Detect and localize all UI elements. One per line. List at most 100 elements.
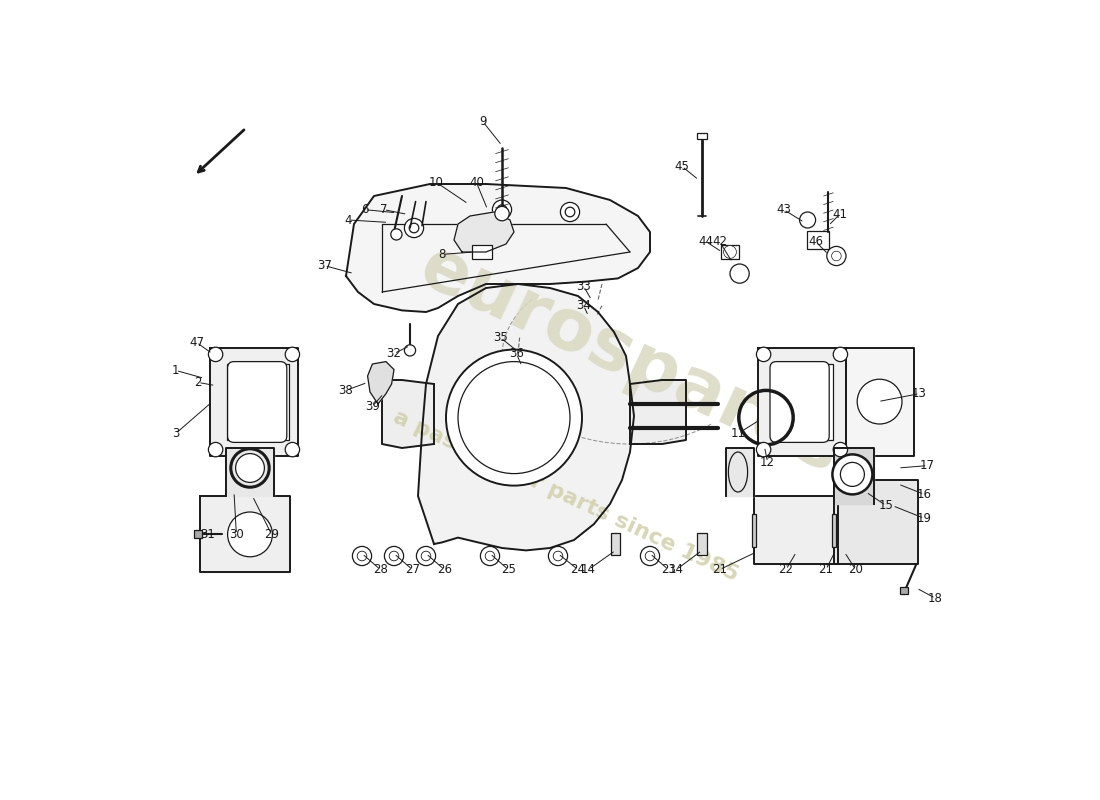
Bar [751,514,757,547]
Text: a passion for parts since 1985: a passion for parts since 1985 [390,407,741,585]
Circle shape [827,246,846,266]
Text: 26: 26 [437,563,452,576]
Circle shape [800,212,815,228]
Text: 10: 10 [429,176,443,189]
Text: 27: 27 [405,563,420,576]
Circle shape [352,546,372,566]
Circle shape [208,442,223,457]
Polygon shape [199,496,290,572]
Text: 35: 35 [493,331,508,344]
Circle shape [553,551,563,561]
Text: 22: 22 [779,563,793,576]
Polygon shape [846,348,914,456]
Text: 9: 9 [480,115,486,128]
Circle shape [409,223,419,233]
Circle shape [565,207,575,217]
Text: 32: 32 [386,347,402,360]
Circle shape [389,551,399,561]
Circle shape [446,350,582,486]
Text: 31: 31 [200,528,214,541]
Text: 23: 23 [661,563,675,576]
Circle shape [833,347,848,362]
Circle shape [646,551,654,561]
Text: 28: 28 [373,563,388,576]
Bar [722,245,739,259]
Bar [697,533,707,555]
Text: 42: 42 [712,235,727,248]
Text: 12: 12 [760,456,775,469]
FancyBboxPatch shape [228,362,287,442]
Circle shape [640,546,660,566]
Text: 40: 40 [469,176,484,189]
Circle shape [208,347,223,362]
Circle shape [832,251,842,261]
Bar [901,587,909,594]
Text: 30: 30 [229,528,244,541]
Text: 37: 37 [317,259,332,272]
Bar [806,231,829,249]
Circle shape [285,347,299,362]
Circle shape [405,218,424,238]
FancyBboxPatch shape [770,362,829,442]
Text: 8: 8 [438,248,446,261]
Circle shape [840,462,865,486]
Bar [610,533,620,555]
Polygon shape [834,448,874,504]
Circle shape [228,512,273,557]
Polygon shape [630,380,686,444]
Circle shape [384,546,404,566]
Text: 25: 25 [500,563,516,576]
Bar [472,245,492,259]
Text: 43: 43 [777,203,791,216]
Text: 44: 44 [698,235,714,248]
Circle shape [757,347,771,362]
Text: 17: 17 [920,459,935,472]
Text: 34: 34 [576,299,591,312]
Bar [771,363,833,439]
Circle shape [560,202,580,222]
Circle shape [757,442,771,457]
Circle shape [730,264,749,283]
Text: 33: 33 [576,280,591,293]
Polygon shape [382,380,435,448]
Text: 18: 18 [928,592,943,605]
Bar [227,363,289,439]
Circle shape [481,546,499,566]
Text: 39: 39 [365,400,380,413]
Text: 6: 6 [361,203,368,216]
Text: 21: 21 [712,563,727,576]
Text: 36: 36 [509,347,524,360]
Bar [832,514,836,547]
Polygon shape [726,448,754,496]
Circle shape [857,379,902,424]
Text: 14: 14 [581,563,596,576]
Polygon shape [758,348,846,456]
Circle shape [390,229,402,240]
Text: 3: 3 [172,427,179,440]
Text: 47: 47 [189,336,204,349]
Circle shape [493,200,512,219]
Text: 4: 4 [344,214,352,226]
Polygon shape [367,362,394,404]
Text: 46: 46 [808,235,823,248]
Circle shape [485,551,495,561]
Text: 14: 14 [669,563,684,576]
Circle shape [833,454,872,494]
Polygon shape [418,284,634,550]
Polygon shape [210,348,298,456]
Circle shape [417,546,436,566]
Bar [697,133,707,139]
Circle shape [495,206,509,221]
Text: 15: 15 [879,499,893,512]
Text: 21: 21 [818,563,834,576]
Text: 41: 41 [832,208,847,221]
Polygon shape [346,184,650,312]
Circle shape [497,205,507,214]
Bar [194,530,202,538]
Text: 16: 16 [917,488,932,501]
Text: 20: 20 [848,563,864,576]
Circle shape [285,442,299,457]
Circle shape [235,454,264,482]
Text: 11: 11 [730,427,746,440]
Polygon shape [226,448,274,496]
